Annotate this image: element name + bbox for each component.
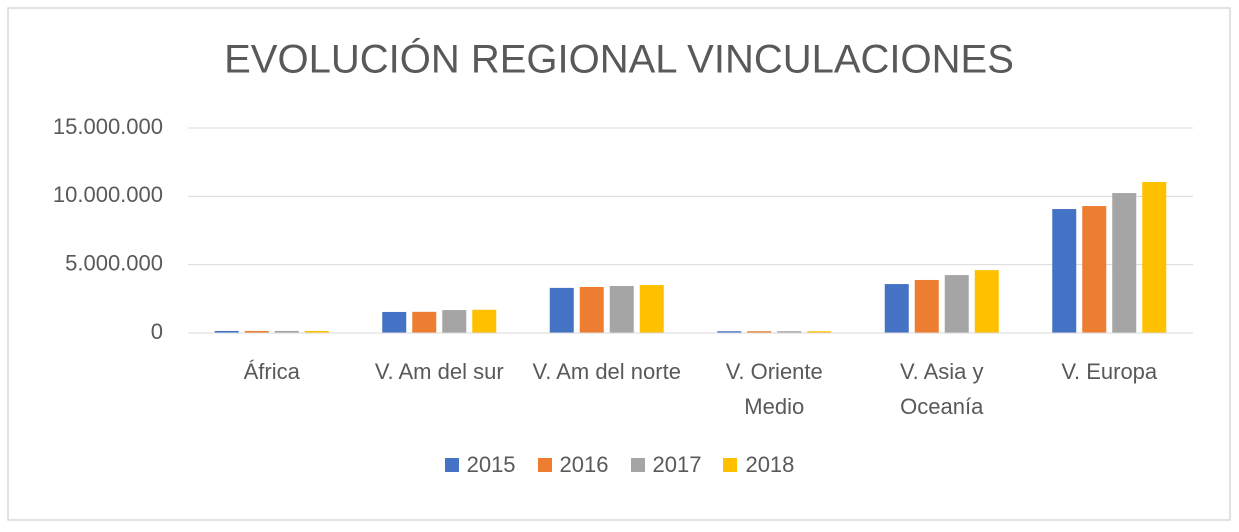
legend-swatch [630, 458, 645, 472]
y-tick-label: 0 [151, 319, 163, 344]
legend-item: 2018 [723, 452, 794, 478]
bar [717, 331, 742, 333]
bar [304, 330, 329, 333]
bar [914, 279, 939, 333]
bar [382, 311, 407, 333]
bar [214, 330, 239, 333]
bar [944, 275, 969, 333]
bar [1082, 206, 1107, 333]
bar [412, 311, 437, 333]
bar [274, 330, 299, 333]
bar [579, 286, 604, 333]
legend-label: 2015 [466, 452, 516, 477]
chart-border [7, 7, 1231, 521]
legend-swatch [537, 458, 552, 472]
legend-label: 2018 [745, 452, 795, 477]
y-tick-label: 5.000.000 [65, 250, 163, 275]
bar [549, 287, 574, 333]
legend-swatch [723, 458, 738, 472]
x-tick-label: África [243, 359, 300, 384]
legend: 2015 2016 2017 2018 [0, 452, 1239, 478]
legend-item: 2017 [630, 452, 702, 478]
bar [807, 331, 832, 333]
chart-title: EVOLUCIÓN REGIONAL VINCULACIONES [224, 37, 1014, 82]
y-tick-label: 15.000.000 [53, 114, 163, 139]
bar [747, 331, 772, 333]
bar [609, 285, 634, 333]
legend-label: 2017 [652, 452, 702, 477]
legend-label: 2016 [559, 452, 609, 477]
bar [472, 309, 497, 333]
legend-item: 2016 [537, 452, 609, 478]
x-tick-label: V. Am del norte [532, 359, 681, 384]
bar [1052, 209, 1077, 333]
legend-swatch [444, 458, 459, 472]
x-tick-label: V. Oriente Medio [725, 359, 823, 419]
bar [974, 270, 999, 333]
bar [1142, 181, 1167, 333]
x-tick-label: V. Am del sur [374, 359, 504, 384]
bar [777, 331, 802, 333]
bar [884, 284, 909, 333]
bar [442, 310, 467, 333]
bar [1112, 193, 1137, 333]
y-tick-label: 10.000.000 [53, 182, 163, 207]
bar [244, 330, 269, 333]
x-tick-label: V. Asia y Oceanía [899, 359, 984, 419]
legend-item: 2015 [444, 452, 516, 478]
bar [639, 285, 664, 333]
x-tick-label: V. Europa [1061, 359, 1158, 384]
